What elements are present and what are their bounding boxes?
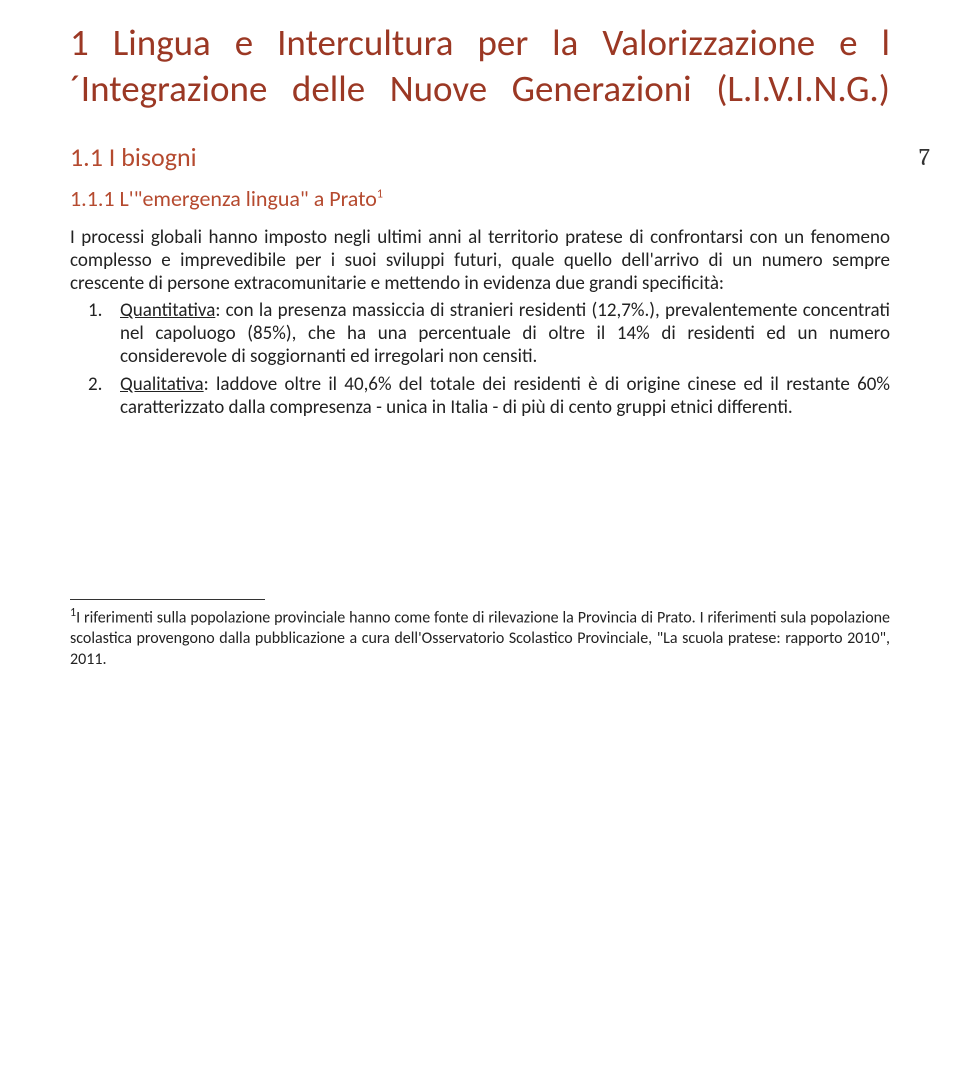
list-item: 1. Quantitativa: con la presenza massicc… <box>102 299 890 369</box>
subsubsection-heading: 1.1.1 L'"emergenza lingua" a Prato1 <box>70 185 890 212</box>
subsection-heading: 1.1 I bisogni <box>70 141 197 173</box>
document-title: 1 Lingua e Intercultura per la Valorizza… <box>70 20 890 113</box>
page-number: 7 <box>919 143 930 171</box>
footnote-separator <box>70 599 265 600</box>
list-item: 2. Qualitativa: laddove oltre il 40,6% d… <box>102 373 890 419</box>
footnote-text: I riferimenti sulla popolazione provinci… <box>70 608 890 669</box>
list-number: 2. <box>88 373 102 396</box>
list-body: : con la presenza massiccia di stranieri… <box>120 299 890 368</box>
paragraph-intro: I processi globali hanno imposto negli u… <box>70 226 890 296</box>
list-number: 1. <box>88 299 102 322</box>
list-body: : laddove oltre il 40,6% del totale dei … <box>120 373 890 419</box>
specificity-list: 1. Quantitativa: con la presenza massicc… <box>102 299 890 419</box>
list-label: Quantitativa <box>120 299 215 322</box>
footnote: 1I riferimenti sulla popolazione provinc… <box>70 606 890 671</box>
subsubsection-footnote-ref: 1 <box>377 187 383 201</box>
list-label: Qualitativa <box>120 373 204 396</box>
subsubsection-text: 1.1.1 L'"emergenza lingua" a Prato <box>70 185 377 212</box>
